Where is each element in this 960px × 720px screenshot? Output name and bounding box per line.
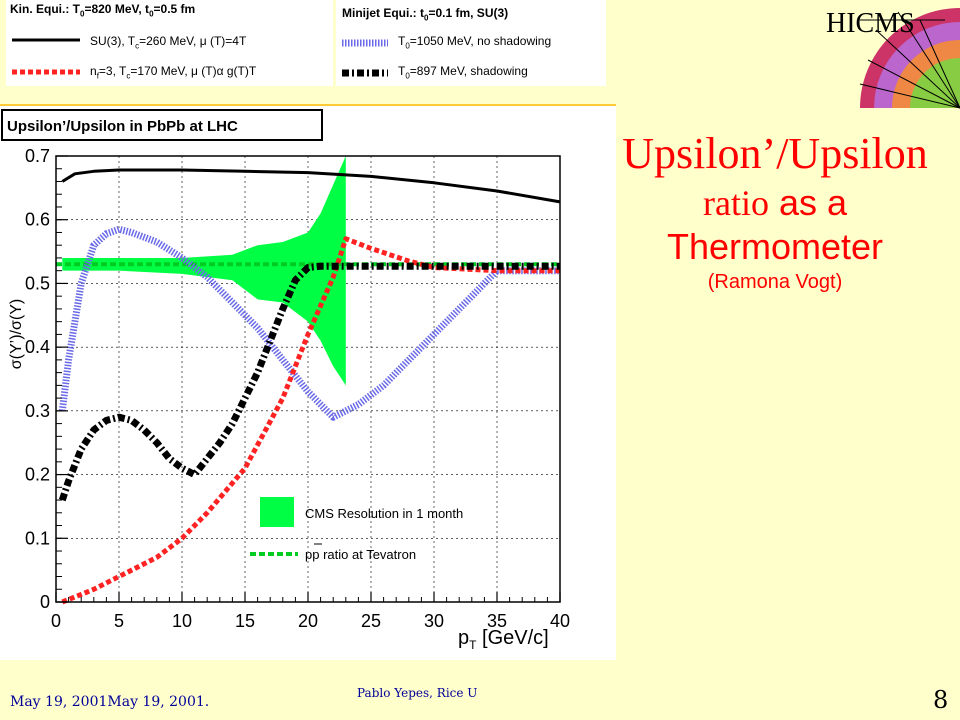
chart-series-group	[56, 168, 561, 605]
y-tick-label: 0.1	[25, 528, 50, 548]
x-tick-label: 30	[424, 611, 444, 631]
footer-date: May 19, 2001May 19, 2001.	[10, 694, 210, 710]
legend-panel-right: Minijet Equi.: t0=0.1 fm, SU(3) T0=1050 …	[336, 0, 606, 86]
footer-page-number: 8	[933, 686, 949, 714]
slide-title-line3: Thermometer	[666, 225, 884, 267]
y-tick-label: 0.2	[25, 465, 50, 485]
y-tick-label: 0.5	[25, 273, 50, 293]
x-tick-label: 40	[550, 611, 570, 631]
slide-title-line4: (Ramona Vogt)	[707, 271, 843, 294]
legend-right-heading: Minijet Equi.: t0=0.1 fm, SU(3)	[342, 6, 509, 23]
inset-legend-tevatron-label: pp ratio at Tevatron	[305, 547, 416, 562]
legend-no-shadowing-swatch	[342, 39, 388, 47]
y-tick-label: 0.4	[25, 337, 50, 357]
slide-title: Upsilon’/Upsilon ratio as a Thermometer …	[600, 128, 950, 294]
x-tick-label: 25	[361, 611, 381, 631]
legend-panel-left: Kin. Equi.: T0=820 MeV, t0=0.5 fm SU(3),…	[6, 0, 333, 86]
chart: Upsilon’/Upsilon in PbPb at LHC 0 5 10 15 20…	[0, 104, 616, 660]
inset-legend-band-label: CMS Resolution in 1 month	[305, 506, 463, 521]
inset-legend-band-swatch	[260, 497, 294, 527]
legend-nf3-label: nf=3, Tc=170 MeV, μ (T)α g(T)T	[90, 64, 257, 81]
x-axis-label: pT [GeV/c]	[458, 627, 549, 652]
hicms-logo-text: HICMS	[826, 8, 915, 39]
legend-shadowing-label: T0=897 MeV, shadowing	[398, 64, 528, 81]
series-line-nf3	[61, 236, 560, 605]
y-axis-label: σ(Υ’)/σ(Υ)	[8, 299, 25, 369]
slide-title-line1: Upsilon’/Upsilon	[622, 129, 928, 178]
chart-title: Upsilon’/Upsilon in PbPb at LHC	[7, 118, 238, 135]
y-axis-label-group: σ(Υ’)/σ(Υ)	[8, 299, 25, 369]
series-line-su3	[61, 168, 561, 204]
x-tick-label: 10	[172, 611, 192, 631]
legend-su3-swatch	[12, 38, 80, 42]
legend-shadowing-swatch	[342, 69, 388, 77]
chart-title-box	[1, 109, 323, 141]
chart-ticks: 0 5 10 15 20 25 30 35 40 0 0.1 0.2 0.3 0.4 0.5 0.6 0.7	[25, 146, 570, 631]
legend-left-heading: Kin. Equi.: T0=820 MeV, t0=0.5 fm	[10, 2, 196, 19]
hicms-logo: HICMS	[820, 0, 960, 110]
x-tick-label: 0	[51, 611, 61, 631]
y-tick-label: 0.3	[25, 401, 50, 421]
y-tick-label: 0.7	[25, 146, 50, 166]
legend-no-shadowing-label: T0=1050 MeV, no shadowing	[398, 34, 552, 51]
x-tick-label: 5	[114, 611, 124, 631]
slide-title-line2: ratio as a	[702, 181, 848, 223]
legend-su3-label: SU(3), Tc=260 MeV, μ (T)=4T	[90, 34, 247, 51]
series-line-shadowing	[58, 262, 560, 502]
x-tick-label: 20	[298, 611, 318, 631]
y-tick-label: 0	[40, 592, 50, 612]
y-tick-label: 0.6	[25, 210, 50, 230]
hicms-logo-graphic	[859, 8, 960, 109]
x-tick-label: 35	[487, 611, 507, 631]
series-line-no-shadowing	[58, 225, 560, 421]
footer-author: Pablo Yepes, Rice U	[357, 686, 478, 700]
x-tick-label: 15	[235, 611, 255, 631]
legend-nf3-swatch	[12, 69, 80, 75]
